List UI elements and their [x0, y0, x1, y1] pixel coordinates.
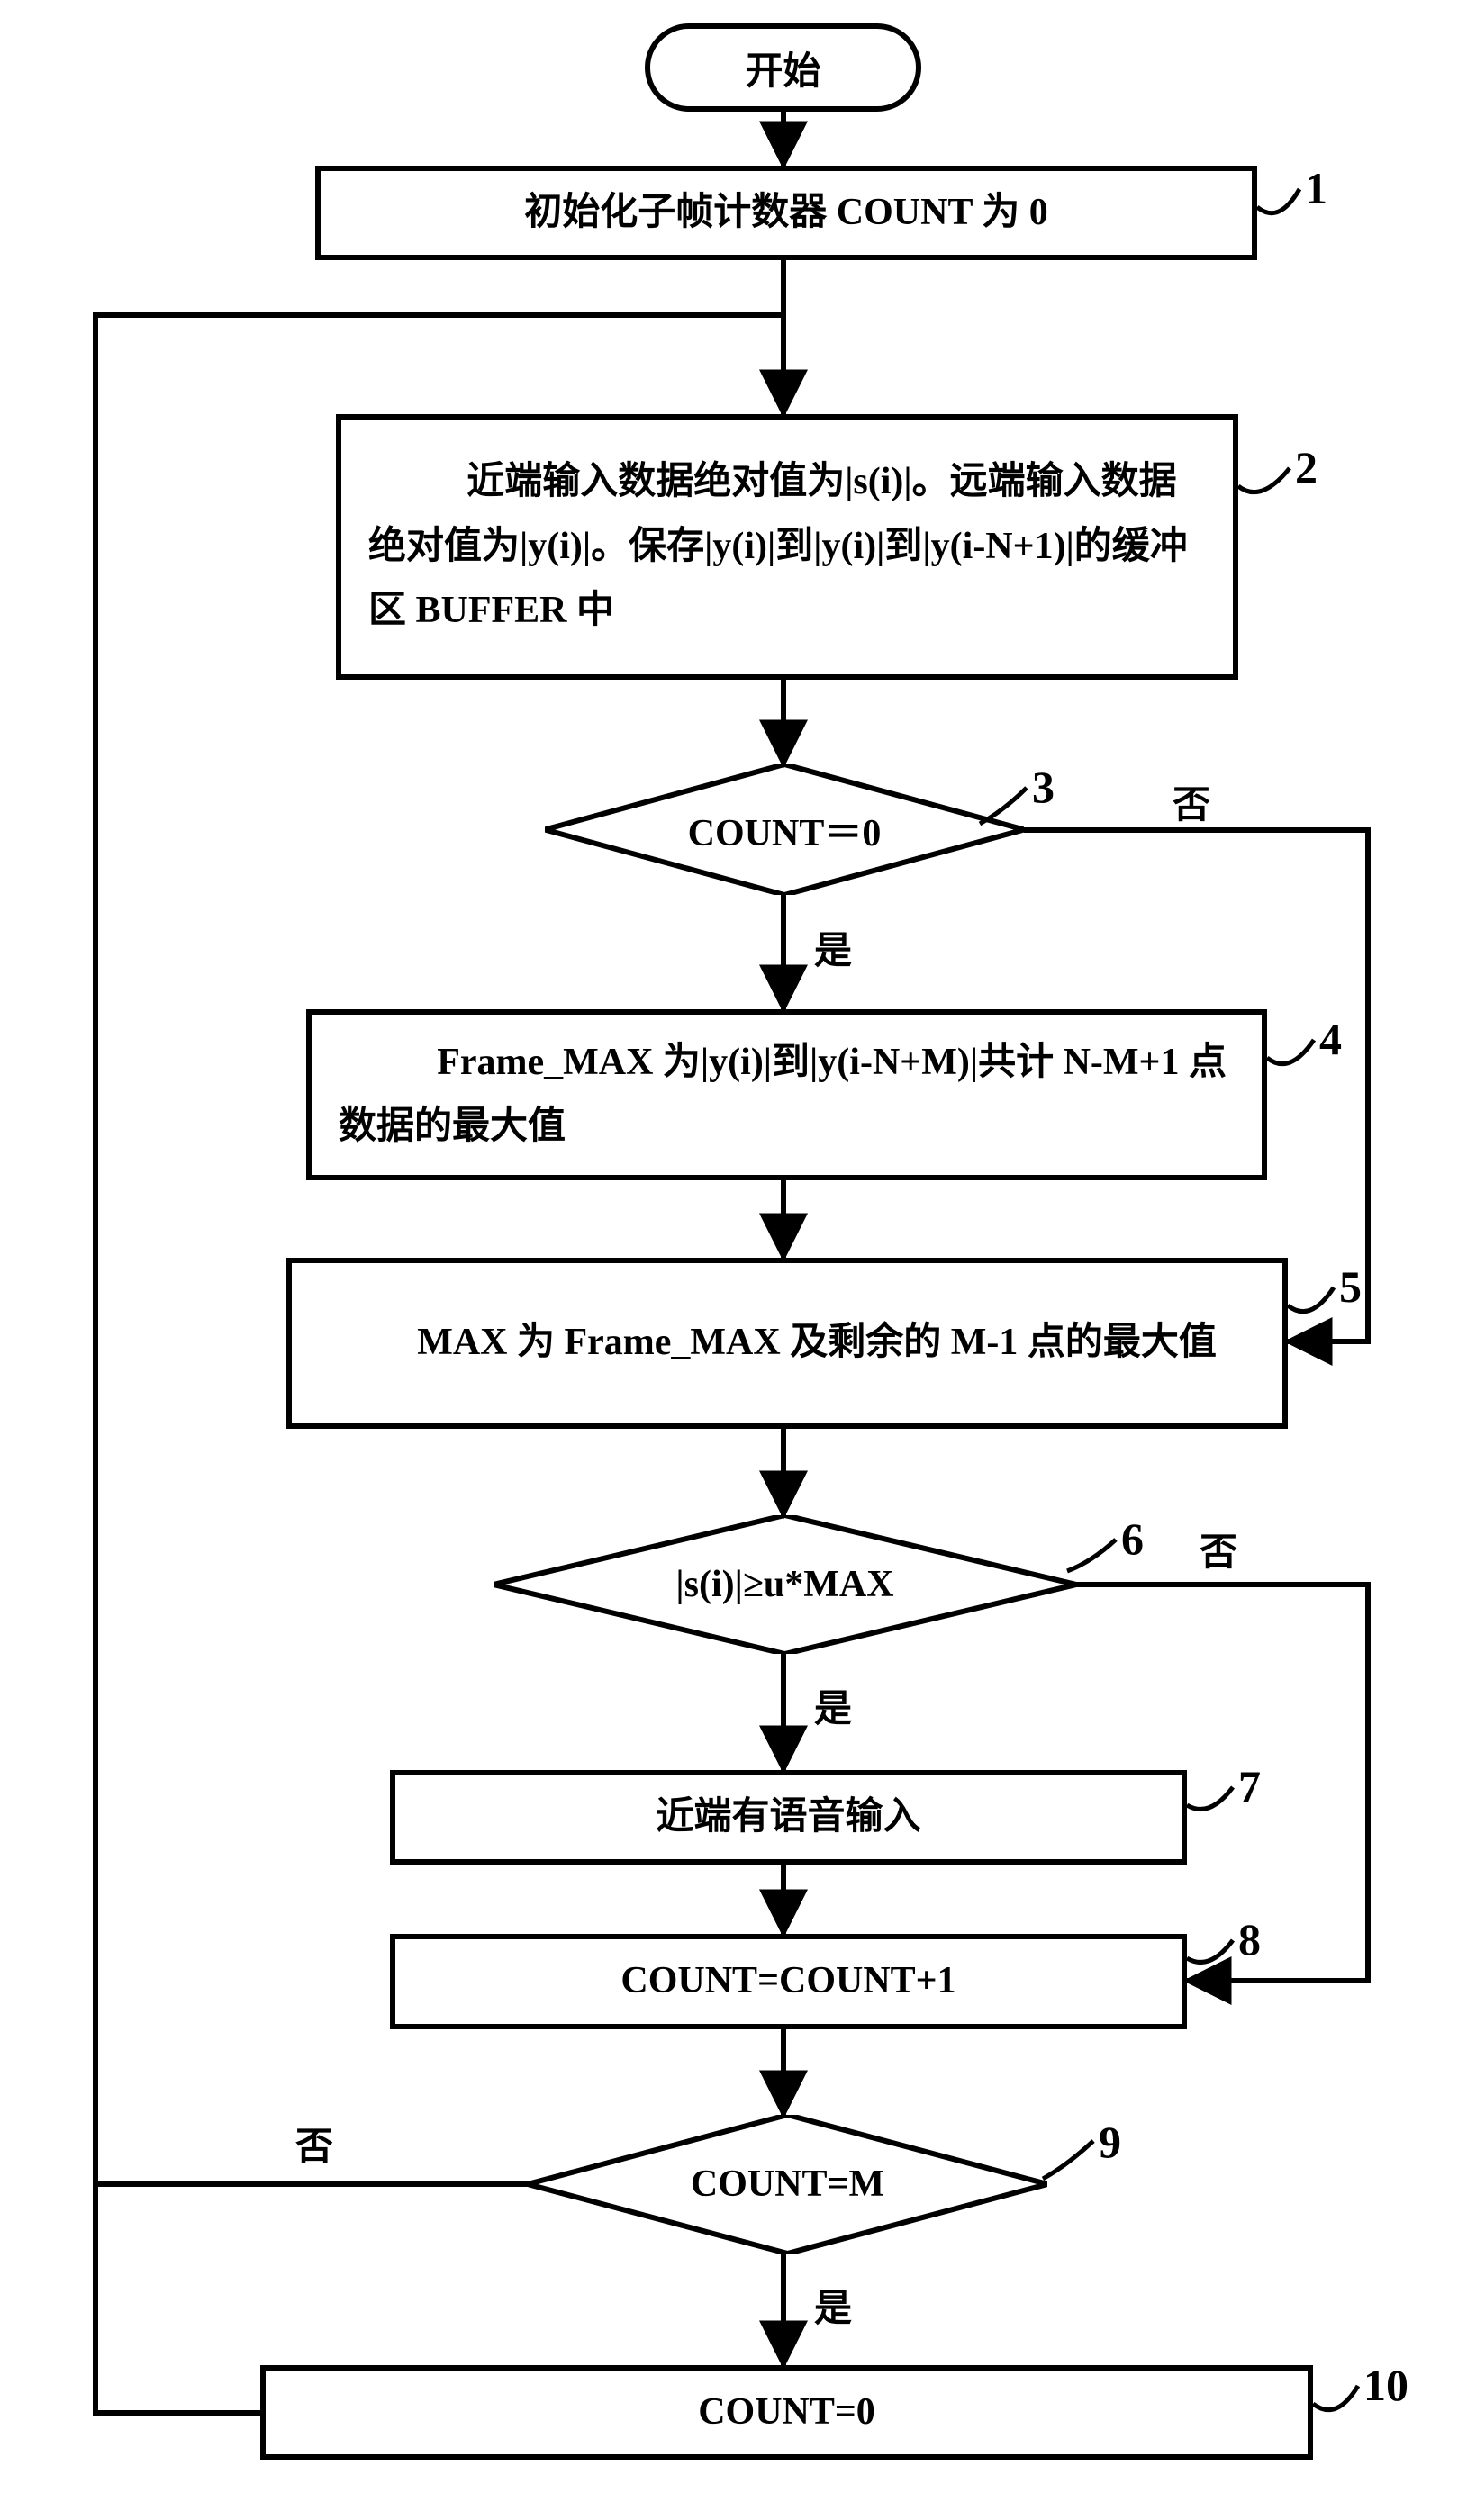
flowchart-canvas: 开始 初始化子帧计数器 COUNT 为 0 近端输入数据绝对值为|s(i)|。远… — [0, 0, 1467, 2520]
edges-svg — [0, 0, 1467, 2520]
